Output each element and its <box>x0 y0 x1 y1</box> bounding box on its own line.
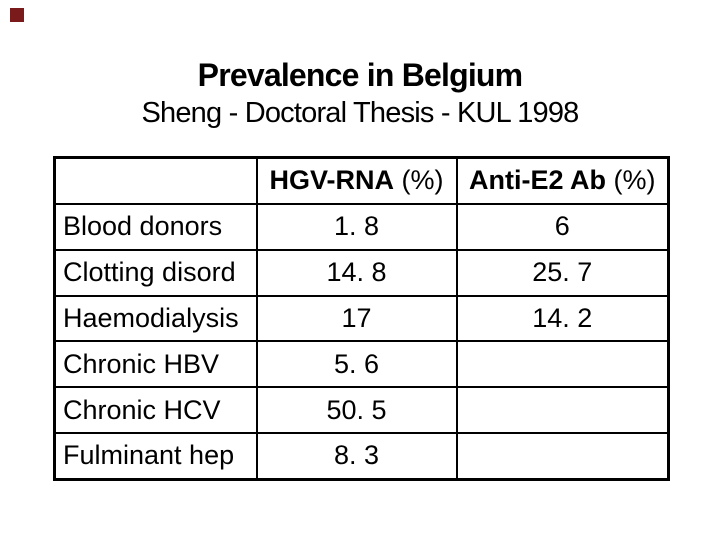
table-row: Clotting disord 14. 8 25. 7 <box>53 248 670 297</box>
cell-value: 50. 5 <box>255 386 458 434</box>
row-label: Blood donors <box>53 202 258 251</box>
table-header-row: HGV-RNA (%) Anti-E2 Ab (%) <box>53 156 670 205</box>
table-row: Chronic HBV 5. 6 <box>53 340 670 389</box>
cell-value: 1. 8 <box>255 202 458 251</box>
col-header-anti-e2-label: Anti-E2 Ab <box>469 165 606 196</box>
prevalence-table: HGV-RNA (%) Anti-E2 Ab (%) Blood donors … <box>53 156 670 481</box>
col-header-anti-e2: Anti-E2 Ab (%) <box>455 156 670 205</box>
cell-value: 17 <box>255 294 458 343</box>
table-row: Blood donors 1. 8 6 <box>53 202 670 251</box>
cell-value: 14. 8 <box>255 248 458 297</box>
col-header-hgv-rna-label: HGV-RNA <box>269 165 394 196</box>
slide-subtitle: Sheng - Doctoral Thesis - KUL 1998 <box>141 97 579 129</box>
row-label: Chronic HBV <box>53 340 258 389</box>
table-row: Fulminant hep 8. 3 <box>53 431 670 481</box>
cell-value <box>455 340 670 389</box>
table-row: Haemodialysis 17 14. 2 <box>53 294 670 343</box>
table-row: Chronic HCV 50. 5 <box>53 386 670 434</box>
cell-value <box>455 386 670 434</box>
cell-value: 14. 2 <box>455 294 670 343</box>
cell-value: 5. 6 <box>255 340 458 389</box>
row-label: Chronic HCV <box>53 386 258 434</box>
col-header-anti-e2-unit: (%) <box>606 165 656 196</box>
col-header-empty <box>53 156 258 205</box>
cell-value: 8. 3 <box>255 431 458 481</box>
cell-value <box>455 431 670 481</box>
bullet-square-icon <box>10 8 24 22</box>
row-label: Clotting disord <box>53 248 258 297</box>
row-label: Haemodialysis <box>53 294 258 343</box>
slide-title: Prevalence in Belgium <box>197 57 523 93</box>
cell-value: 25. 7 <box>455 248 670 297</box>
col-header-hgv-rna: HGV-RNA (%) <box>255 156 458 205</box>
cell-value: 6 <box>455 202 670 251</box>
col-header-hgv-rna-unit: (%) <box>394 165 444 196</box>
row-label: Fulminant hep <box>53 431 258 481</box>
